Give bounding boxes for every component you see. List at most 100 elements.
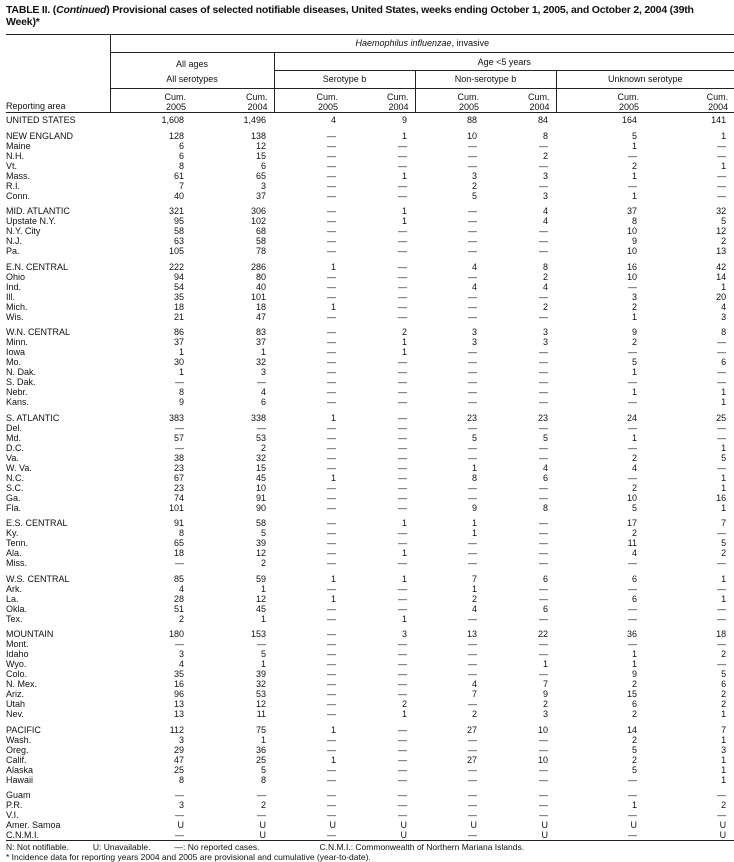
value-cell: — — [274, 629, 344, 639]
value-cell: 1 — [645, 483, 734, 493]
value-cell: 5 — [645, 216, 734, 226]
value-cell: — — [344, 226, 415, 236]
value-cell: — — [110, 810, 192, 820]
value-cell: 5 — [192, 649, 274, 659]
value-cell: — — [344, 810, 415, 820]
reporting-area: Amer. Samoa — [6, 820, 110, 830]
value-cell: 1 — [192, 347, 274, 357]
value-cell: 37 — [110, 337, 192, 347]
value-cell: — — [485, 246, 556, 256]
value-cell: — — [485, 312, 556, 322]
value-cell: 1 — [556, 433, 645, 443]
value-cell: 4 — [415, 679, 485, 689]
table-row: V.I.———————— — [6, 810, 734, 820]
value-cell: — — [415, 548, 485, 558]
value-cell: — — [274, 206, 344, 216]
value-cell: — — [274, 649, 344, 659]
value-cell: 2 — [485, 272, 556, 282]
value-cell: 7 — [645, 518, 734, 528]
value-cell: 32 — [645, 206, 734, 216]
value-cell: 1 — [274, 725, 344, 735]
reporting-area: N.H. — [6, 151, 110, 161]
cum-header-2005: Cum.2005 — [274, 89, 344, 113]
table-header: Haemophilus influenzae, invasive All age… — [6, 35, 734, 113]
value-cell: — — [344, 473, 415, 483]
value-cell: — — [485, 141, 556, 151]
value-cell: 4 — [556, 548, 645, 558]
value-cell: U — [192, 820, 274, 830]
value-cell: 4 — [110, 659, 192, 669]
value-cell: 180 — [110, 629, 192, 639]
value-cell: — — [415, 236, 485, 246]
value-cell: 306 — [192, 206, 274, 216]
value-cell: — — [344, 312, 415, 322]
value-cell: — — [344, 181, 415, 191]
value-cell: 153 — [192, 629, 274, 639]
value-cell: — — [274, 347, 344, 357]
value-cell: 4 — [485, 216, 556, 226]
value-cell: 1 — [645, 709, 734, 719]
value-cell: — — [645, 181, 734, 191]
value-cell: — — [485, 800, 556, 810]
value-cell: 338 — [192, 413, 274, 423]
value-cell: — — [645, 558, 734, 568]
value-cell: 32 — [192, 679, 274, 689]
value-cell: — — [556, 614, 645, 624]
value-cell: 14 — [645, 272, 734, 282]
value-cell: 16 — [110, 679, 192, 689]
value-cell: — — [556, 151, 645, 161]
reporting-area: Kans. — [6, 397, 110, 407]
disease-name: Haemophilus influenzae — [356, 38, 452, 48]
value-cell: — — [485, 292, 556, 302]
value-cell: 59 — [192, 574, 274, 584]
value-cell: 1 — [556, 800, 645, 810]
year-label: 2005 — [557, 102, 640, 112]
value-cell: 23 — [415, 413, 485, 423]
value-cell: 101 — [192, 292, 274, 302]
value-cell: — — [556, 347, 645, 357]
value-cell: 91 — [110, 518, 192, 528]
value-cell: — — [485, 226, 556, 236]
value-cell: — — [485, 518, 556, 528]
value-cell: — — [192, 639, 274, 649]
value-cell: 2 — [556, 337, 645, 347]
value-cell: 65 — [192, 171, 274, 181]
value-cell: 138 — [192, 131, 274, 141]
value-cell: — — [485, 483, 556, 493]
reporting-area: N.J. — [6, 236, 110, 246]
value-cell: U — [344, 830, 415, 841]
reporting-area: Mass. — [6, 171, 110, 181]
reporting-area: Wis. — [6, 312, 110, 322]
value-cell: 2 — [344, 327, 415, 337]
value-cell: 6 — [645, 357, 734, 367]
value-cell: — — [485, 453, 556, 463]
value-cell: 3 — [110, 735, 192, 745]
value-cell: 8 — [110, 387, 192, 397]
value-cell: 1 — [192, 614, 274, 624]
footnote-cnmi: C.N.M.I.: Commonwealth of Northern Maria… — [320, 842, 525, 852]
value-cell: — — [415, 830, 485, 841]
value-cell: 74 — [110, 493, 192, 503]
value-cell: — — [415, 614, 485, 624]
value-cell: 38 — [110, 453, 192, 463]
value-cell: — — [274, 453, 344, 463]
value-cell: 8 — [110, 161, 192, 171]
value-cell: 2 — [192, 443, 274, 453]
reporting-area: Tenn. — [6, 538, 110, 548]
value-cell: — — [344, 649, 415, 659]
reporting-area: W.N. CENTRAL — [6, 327, 110, 337]
value-cell: 12 — [192, 699, 274, 709]
value-cell: — — [415, 800, 485, 810]
value-cell: 141 — [645, 115, 734, 125]
value-cell: 1 — [415, 528, 485, 538]
value-cell: 3 — [415, 337, 485, 347]
reporting-area: N.C. — [6, 473, 110, 483]
value-cell: 18 — [110, 302, 192, 312]
reporting-area: Conn. — [6, 191, 110, 201]
value-cell: 2 — [645, 649, 734, 659]
